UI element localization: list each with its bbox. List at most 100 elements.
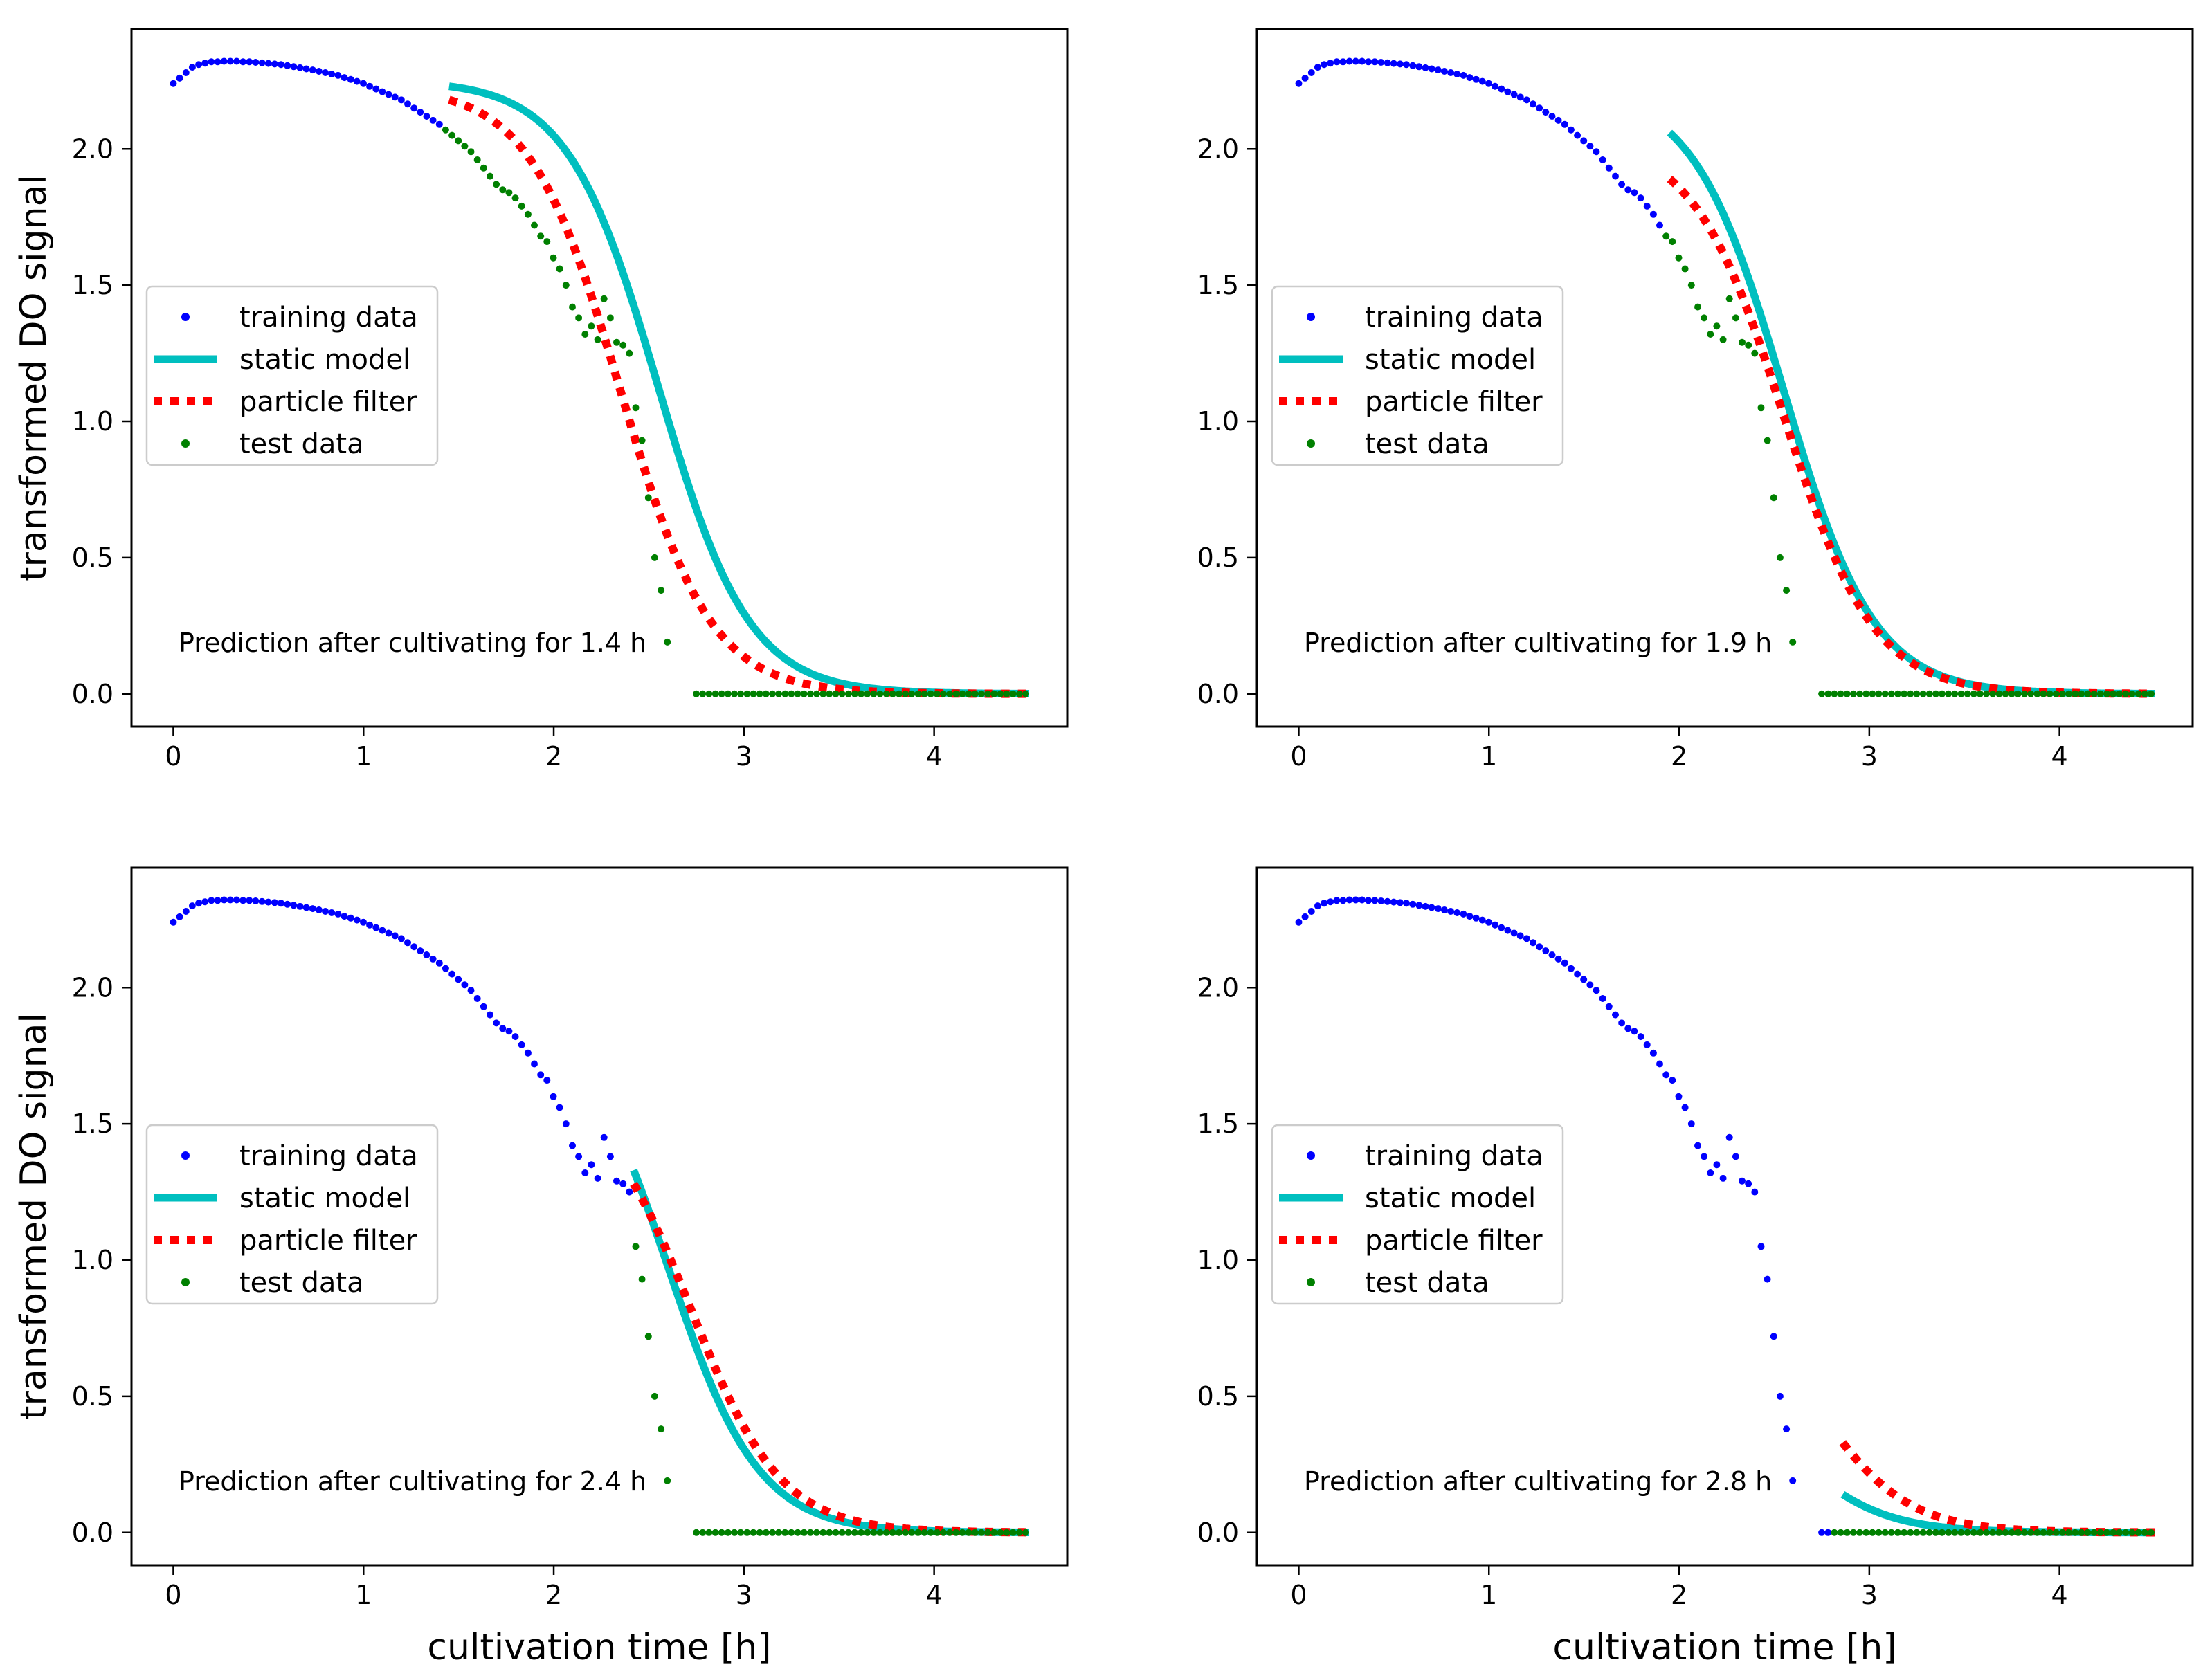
training-data-point xyxy=(1523,935,1530,942)
training-data-point xyxy=(347,75,354,83)
training-data-point xyxy=(518,1041,525,1048)
training-data-point xyxy=(226,57,234,65)
training-data-point xyxy=(1574,970,1581,978)
training-data-point xyxy=(201,898,209,906)
test-data-point xyxy=(1989,690,1997,697)
test-data-point xyxy=(1022,1529,1029,1536)
test-data-point xyxy=(467,148,475,156)
test-data-point xyxy=(1869,690,1876,697)
y-tick-label: 0.5 xyxy=(72,1381,114,1412)
y-tick-label: 1.5 xyxy=(72,1109,114,1139)
test-data-point xyxy=(762,690,770,697)
training-data-point xyxy=(284,900,291,908)
x-tick-label: 4 xyxy=(926,741,943,772)
legend: training data static model particle filter… xyxy=(145,285,439,466)
training-data-point xyxy=(1567,965,1575,972)
test-data-point xyxy=(461,143,469,150)
legend-label: particle filter xyxy=(239,1225,417,1257)
legend-label: static model xyxy=(1365,344,1536,376)
test-data-point xyxy=(2014,690,2022,697)
training-data-point xyxy=(328,71,336,77)
training-data-point xyxy=(1466,913,1474,920)
legend-label: test data xyxy=(239,428,364,460)
y-tick-label: 2.0 xyxy=(72,134,114,164)
training-data-point xyxy=(1605,1003,1613,1010)
test-data-point xyxy=(2116,690,2123,697)
legend-test-marker xyxy=(1307,439,1315,448)
training-data-point xyxy=(1352,896,1359,904)
plot-area xyxy=(1295,57,2155,698)
training-data-point xyxy=(1649,1049,1657,1057)
training-data-point xyxy=(417,947,424,955)
training-data-point xyxy=(1498,924,1505,931)
test-data-point xyxy=(455,137,462,145)
training-data-point xyxy=(302,65,310,73)
training-data-point xyxy=(1567,126,1575,134)
test-data-point xyxy=(902,690,909,697)
training-data-point xyxy=(467,987,475,994)
test-data-point xyxy=(908,1529,916,1536)
test-data-point xyxy=(2134,1529,2142,1536)
training-data-point xyxy=(1530,939,1536,947)
test-data-point xyxy=(1925,690,1933,697)
training-data-point xyxy=(1624,186,1632,194)
plot-area xyxy=(170,896,1029,1537)
training-data-point xyxy=(360,80,367,87)
training-data-point xyxy=(455,976,462,983)
training-data-point xyxy=(1732,1153,1739,1160)
test-data-point xyxy=(933,690,941,697)
test-data-point xyxy=(997,690,1004,697)
training-data-point xyxy=(1764,1275,1771,1283)
training-data-point xyxy=(391,932,399,940)
training-data-point xyxy=(334,910,342,918)
training-data-point xyxy=(315,68,323,75)
training-data-point xyxy=(322,908,329,915)
test-data-point xyxy=(1757,404,1765,412)
training-data-point xyxy=(1675,1093,1683,1100)
test-data-point xyxy=(550,254,557,262)
test-data-point xyxy=(927,1529,934,1536)
y-tick-label: 1.5 xyxy=(1197,1109,1239,1139)
test-data-point xyxy=(1701,314,1708,322)
training-data-point xyxy=(322,69,329,76)
training-data-point xyxy=(487,1011,493,1019)
training-data-point xyxy=(1789,1477,1797,1484)
training-data-point xyxy=(1453,909,1461,916)
training-data-point xyxy=(581,1169,589,1176)
legend-label: particle filter xyxy=(1365,386,1543,418)
panel-1: 0 1 2 3 4 0.0 0.5 1.0 1.5 2.0 Prediction after cul… xyxy=(13,28,1069,772)
x-tick-label: 2 xyxy=(1671,1580,1687,1610)
training-data-point xyxy=(493,1019,500,1027)
x-tick-label: 1 xyxy=(1480,741,1497,772)
training-data-point xyxy=(606,1153,614,1160)
y-tick-label: 1.5 xyxy=(72,270,114,300)
training-data-point xyxy=(1719,1174,1727,1182)
axes-frame xyxy=(1255,866,2194,1567)
test-data-point xyxy=(2134,690,2142,697)
test-data-point xyxy=(658,1425,665,1433)
training-data-point xyxy=(1333,897,1341,904)
test-data-point xyxy=(977,690,985,697)
training-data-point xyxy=(309,66,316,74)
test-data-point xyxy=(1939,1529,1946,1536)
training-data-point xyxy=(264,898,272,906)
y-tick-label: 2.0 xyxy=(1197,134,1239,164)
prediction-annotation: Prediction after cultivating for 2.8 h xyxy=(1304,1466,1772,1497)
training-data-point xyxy=(1466,74,1474,82)
training-data-point xyxy=(1612,1011,1619,1019)
legend-label: training data xyxy=(1365,1140,1543,1172)
x-tick-label: 1 xyxy=(1480,1580,1497,1610)
test-data-point xyxy=(889,1529,896,1536)
test-data-point xyxy=(1957,1529,1965,1536)
training-data-point xyxy=(435,120,443,128)
training-data-point xyxy=(1612,172,1619,180)
test-data-point xyxy=(651,1392,658,1400)
training-data-point xyxy=(360,918,367,926)
test-data-point xyxy=(775,690,783,697)
test-data-point xyxy=(832,1529,840,1536)
training-data-point xyxy=(1403,900,1410,907)
static-model-line xyxy=(448,82,1029,697)
training-data-point xyxy=(278,61,284,69)
test-data-point xyxy=(1732,314,1739,322)
test-data-point xyxy=(1881,690,1889,697)
